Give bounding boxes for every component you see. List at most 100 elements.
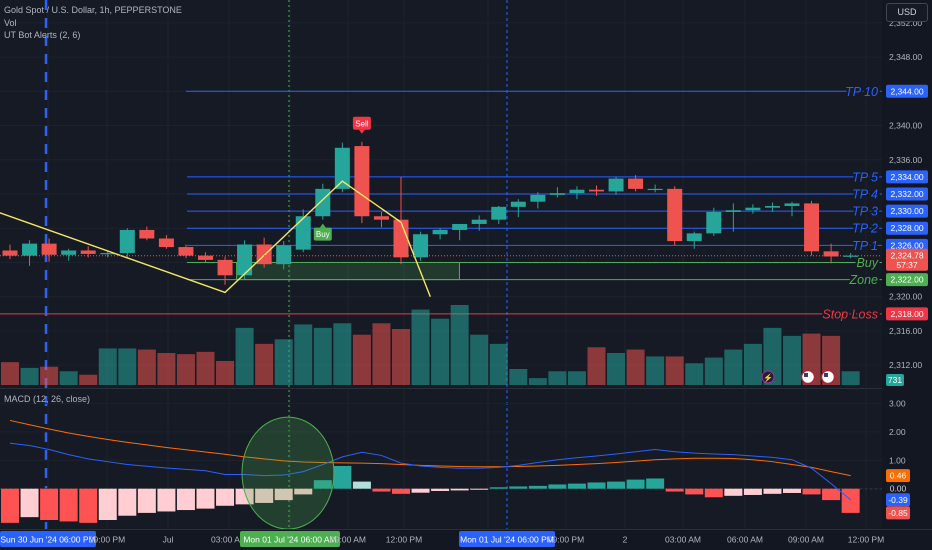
candle-body[interactable]: [589, 189, 604, 192]
candle-body[interactable]: [198, 255, 213, 260]
volume-bar: [118, 348, 137, 385]
candle-body[interactable]: [2, 250, 18, 256]
candle-body[interactable]: [706, 211, 722, 234]
candle-body[interactable]: [452, 223, 468, 230]
flag-canton: [824, 373, 828, 377]
candle-body[interactable]: [686, 233, 702, 242]
candle-body[interactable]: [80, 250, 96, 254]
volume-bar: [509, 369, 528, 385]
candle-body[interactable]: [608, 178, 624, 192]
symbol-title[interactable]: Gold Spot / U.S. Dollar, 1h, PEPPERSTONE: [4, 5, 182, 15]
lightning-icon[interactable]: [761, 370, 775, 384]
volume-bar: [411, 309, 430, 385]
macd-line: [9, 442, 851, 501]
candle-body[interactable]: [843, 255, 859, 257]
macd-histogram-bar: [783, 488, 801, 493]
volume-bar: [489, 343, 508, 385]
candle-body[interactable]: [569, 189, 585, 194]
macd-histogram-bar: [392, 488, 410, 494]
candle-body[interactable]: [100, 253, 116, 255]
candle-body[interactable]: [276, 245, 292, 265]
volume-bar: [40, 366, 59, 385]
candle-body[interactable]: [237, 244, 253, 276]
candle-body[interactable]: [22, 243, 38, 256]
buy-zone-box: [236, 261, 460, 281]
macd-pane[interactable]: [0, 402, 882, 530]
candle-body[interactable]: [530, 194, 546, 202]
time-label: 09:00 AM: [330, 535, 366, 545]
candle-body[interactable]: [823, 251, 839, 257]
candle-body[interactable]: [217, 259, 233, 276]
currency-selector[interactable]: USD: [886, 3, 928, 22]
candle-body[interactable]: [491, 206, 507, 220]
candle-body[interactable]: [432, 229, 448, 235]
candle-body[interactable]: [647, 188, 663, 191]
volume-bar: [470, 334, 489, 385]
candle-body[interactable]: [315, 188, 331, 217]
price-axis[interactable]: 2,352.00 2,348.00 2,344.00 2,340.00 2,336.00…: [882, 0, 932, 550]
candle-body[interactable]: [61, 250, 77, 255]
price-tick-label: 2,312.00: [889, 360, 922, 370]
lightning-icon-glyph: ⚡: [763, 373, 773, 383]
candle-body[interactable]: [628, 178, 644, 189]
candle-body[interactable]: [334, 147, 350, 189]
volume-bar: [783, 335, 801, 385]
candle-body[interactable]: [784, 203, 800, 206]
level-price-tag: [886, 221, 928, 235]
macd-legend[interactable]: MACD (12, 26, close): [4, 394, 91, 404]
macd-histogram-bar: [216, 488, 235, 506]
candle-body[interactable]: [41, 243, 57, 255]
candlesticks[interactable]: [2, 141, 859, 285]
macd-histogram-bar: [79, 488, 98, 523]
candle-body[interactable]: [119, 229, 135, 254]
level-price-tag: [886, 187, 928, 201]
level-price-label: 2,344.00: [890, 86, 923, 96]
volume-bar: [20, 367, 39, 385]
candle-body[interactable]: [725, 210, 741, 212]
macd-histogram-bar: [98, 488, 117, 520]
macd-histogram-bar: [59, 488, 78, 522]
candle-body[interactable]: [373, 216, 389, 220]
candle-body[interactable]: [178, 247, 194, 256]
bar-countdown: 57:37: [896, 260, 918, 270]
time-label: Sun 30 Jun '24 06:00 PM: [0, 535, 95, 545]
candle-body[interactable]: [510, 201, 526, 207]
volume-bar: [59, 371, 78, 385]
macd-histogram-bar: [274, 488, 293, 501]
candle-body[interactable]: [413, 234, 429, 258]
candle-body[interactable]: [295, 216, 311, 250]
macd-histogram-bar: [822, 488, 841, 501]
volume-bar: [548, 371, 567, 385]
macd-histogram-bar: [567, 483, 586, 489]
macd-histogram-bar: [802, 488, 821, 495]
macd-histogram-bar: [646, 478, 665, 489]
indicator-legend[interactable]: UT Bot Alerts (2, 6): [4, 30, 81, 40]
macd-histogram-bar: [509, 486, 528, 489]
candle-body[interactable]: [745, 207, 761, 211]
event-icons[interactable]: ⚡: [761, 369, 836, 385]
candle-body[interactable]: [158, 238, 174, 248]
macd-histogram-bar: [763, 488, 782, 494]
macd-histogram-bar: [118, 488, 137, 516]
candle-body[interactable]: [804, 203, 820, 252]
candle-body[interactable]: [549, 193, 565, 195]
volume-legend[interactable]: Vol: [4, 18, 17, 28]
sell-signal-badge: [352, 116, 371, 130]
candle-body[interactable]: [354, 146, 370, 217]
candle-body[interactable]: [667, 188, 683, 242]
macd-histogram-bar: [352, 481, 371, 489]
volume-bar: [1, 362, 19, 385]
macd-histogram-bar: [313, 480, 332, 489]
level-label: Stop Loss: [822, 307, 878, 321]
candle-body[interactable]: [764, 205, 780, 208]
level-label: TP 10: [845, 85, 878, 99]
candle-body[interactable]: [139, 229, 155, 239]
candle-body[interactable]: [393, 219, 409, 258]
time-label: 2: [623, 535, 628, 545]
macd-histogram-bar: [1, 488, 19, 523]
level-label: TP 3: [852, 205, 878, 219]
candle-body[interactable]: [471, 219, 487, 224]
macd-histogram-bar: [685, 488, 704, 495]
